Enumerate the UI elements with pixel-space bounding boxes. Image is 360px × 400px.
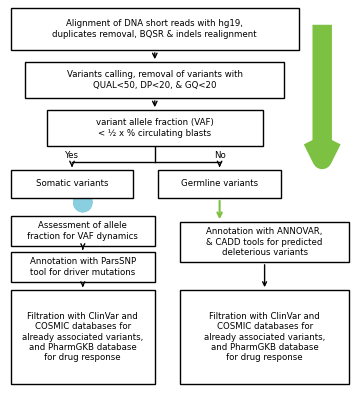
FancyBboxPatch shape	[180, 222, 349, 262]
Text: Filtration with ClinVar and
COSMIC databases for
already associated variants,
an: Filtration with ClinVar and COSMIC datab…	[204, 312, 325, 362]
FancyBboxPatch shape	[11, 252, 155, 282]
Text: Annotation with ParsSNP
tool for driver mutations: Annotation with ParsSNP tool for driver …	[30, 257, 136, 277]
Text: Annotation with ANNOVAR,
& CADD tools for predicted
deleterious variants: Annotation with ANNOVAR, & CADD tools fo…	[206, 227, 323, 257]
Text: No: No	[214, 151, 225, 160]
Text: Variants calling, removal of variants with
QUAL<50, DP<20, & GQ<20: Variants calling, removal of variants wi…	[67, 70, 243, 90]
FancyBboxPatch shape	[180, 290, 349, 384]
FancyBboxPatch shape	[11, 8, 299, 50]
FancyBboxPatch shape	[11, 170, 133, 198]
Text: Somatic variants: Somatic variants	[36, 180, 108, 188]
FancyBboxPatch shape	[11, 290, 155, 384]
FancyBboxPatch shape	[11, 216, 155, 246]
Text: Alignment of DNA short reads with hg19,
duplicates removal, BQSR & indels realig: Alignment of DNA short reads with hg19, …	[53, 19, 257, 39]
Text: Germline variants: Germline variants	[181, 180, 258, 188]
FancyBboxPatch shape	[47, 110, 263, 146]
FancyBboxPatch shape	[158, 170, 281, 198]
FancyBboxPatch shape	[25, 62, 284, 98]
Text: Filtration with ClinVar and
COSMIC databases for
already associated variants,
an: Filtration with ClinVar and COSMIC datab…	[22, 312, 143, 362]
Text: Assessment of allele
fraction for VAF dynamics: Assessment of allele fraction for VAF dy…	[27, 221, 138, 241]
Text: Yes: Yes	[65, 151, 79, 160]
Text: variant allele fraction (VAF)
< ½ x % circulating blasts: variant allele fraction (VAF) < ½ x % ci…	[96, 118, 214, 138]
